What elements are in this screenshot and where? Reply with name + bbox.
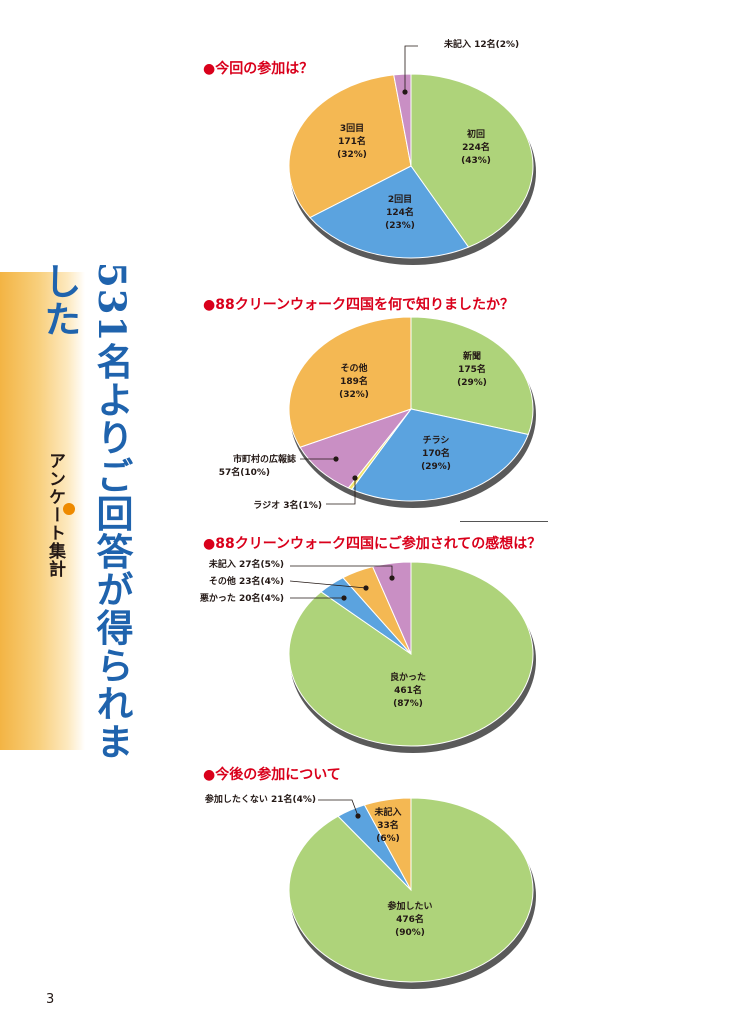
chart-2-heading-text: ●88クリーンウォーク四国を何で知りましたか？: [203, 297, 514, 313]
side-section-label: アンケート集計: [45, 452, 65, 578]
chart-4-heading-text: ●今後の参加について: [203, 767, 341, 783]
pie-1-label-2: 2回目 124名(23%): [385, 194, 415, 231]
page-title: 531名よりご回答が得られました: [38, 262, 134, 761]
bullet-dot-icon: [63, 503, 75, 515]
chart-4-heading: ●今後の参加について: [203, 764, 341, 784]
pie-1-label-1: 初回 224名(43%): [461, 128, 491, 166]
page-number: 3: [46, 992, 55, 1007]
pie-2-callout-line-3: [326, 478, 356, 505]
pie-2-slice-2: [350, 408, 529, 502]
chart-3-heading: ●88クリーンウォーク四国にご参加されての感想は？: [203, 533, 541, 553]
pie-1-callout-line-4: [404, 45, 418, 92]
pie-3-slice-4: [371, 561, 412, 655]
pie-4-callout-line-2: [318, 799, 359, 817]
pie-2-callout-text-4-2: 57名(10%): [219, 466, 270, 478]
pie-3-callout-text-2: 悪かった 20名(4%): [200, 592, 284, 604]
pie-3-callout-dot-4: [389, 575, 395, 581]
pie-2-label-2: チラシ 170名(29%): [421, 435, 451, 472]
pie-2-slice-1: [410, 316, 534, 436]
divider-line: [460, 521, 548, 522]
pie-2-callout-dot-3: [352, 475, 358, 481]
pie-2-label-1: 新聞 175名(29%): [457, 350, 487, 388]
pie-2-callout-text-3: ラジオ 3名(1%): [253, 499, 322, 511]
pie-4-callout-text-2: 参加したくない 21名(4%): [205, 793, 316, 805]
chart-1-heading-text: ●今回の参加は？: [203, 61, 314, 77]
pie-4-slice-3: [363, 797, 412, 891]
chart-3-heading-text: ●88クリーンウォーク四国にご参加されての感想は？: [203, 536, 542, 552]
pie-3-callout-line-4: [290, 565, 393, 578]
pie-1-slice-3: [288, 74, 412, 219]
pie-4-callout-dot-2: [355, 813, 361, 819]
pie-2-callout-text-4-1: 市町村の広報誌: [233, 453, 296, 465]
pie-2-slice-5: [288, 316, 412, 448]
pie-1-label-3: 3回目 171名(32%): [337, 123, 367, 160]
pie-3-callout-text-3: その他 23名(4%): [209, 575, 284, 587]
pie-4-label-1: 参加したい 476名(90%): [387, 900, 432, 938]
chart-2-heading: ●88クリーンウォーク四国を何で知りましたか？: [203, 294, 514, 314]
pie-1-slice-1: [410, 73, 534, 248]
pie-2-callout-dot-4: [333, 456, 339, 462]
pie-2-label-5: その他 189名(32%): [339, 362, 369, 400]
pie-3-callout-text-4: 未記入 27名(5%): [208, 558, 284, 570]
pie-3-callout-dot-3: [363, 585, 369, 591]
pie-1-callout-text-4: 未記入 12名(2%): [443, 38, 519, 50]
pie-3-callout-dot-2: [341, 595, 347, 601]
pie-3-label-1: 良かった 461名(87%): [390, 671, 426, 709]
pie-1-slice-4: [393, 73, 412, 167]
pie-4-label-3: 未記入 33名(6%): [373, 806, 401, 844]
pie-3-callout-line-3: [289, 580, 367, 589]
pie-1-slice-2: [309, 165, 470, 259]
pie-1-callout-dot-4: [402, 89, 408, 95]
chart-1-heading: ●今回の参加は？: [203, 58, 313, 78]
